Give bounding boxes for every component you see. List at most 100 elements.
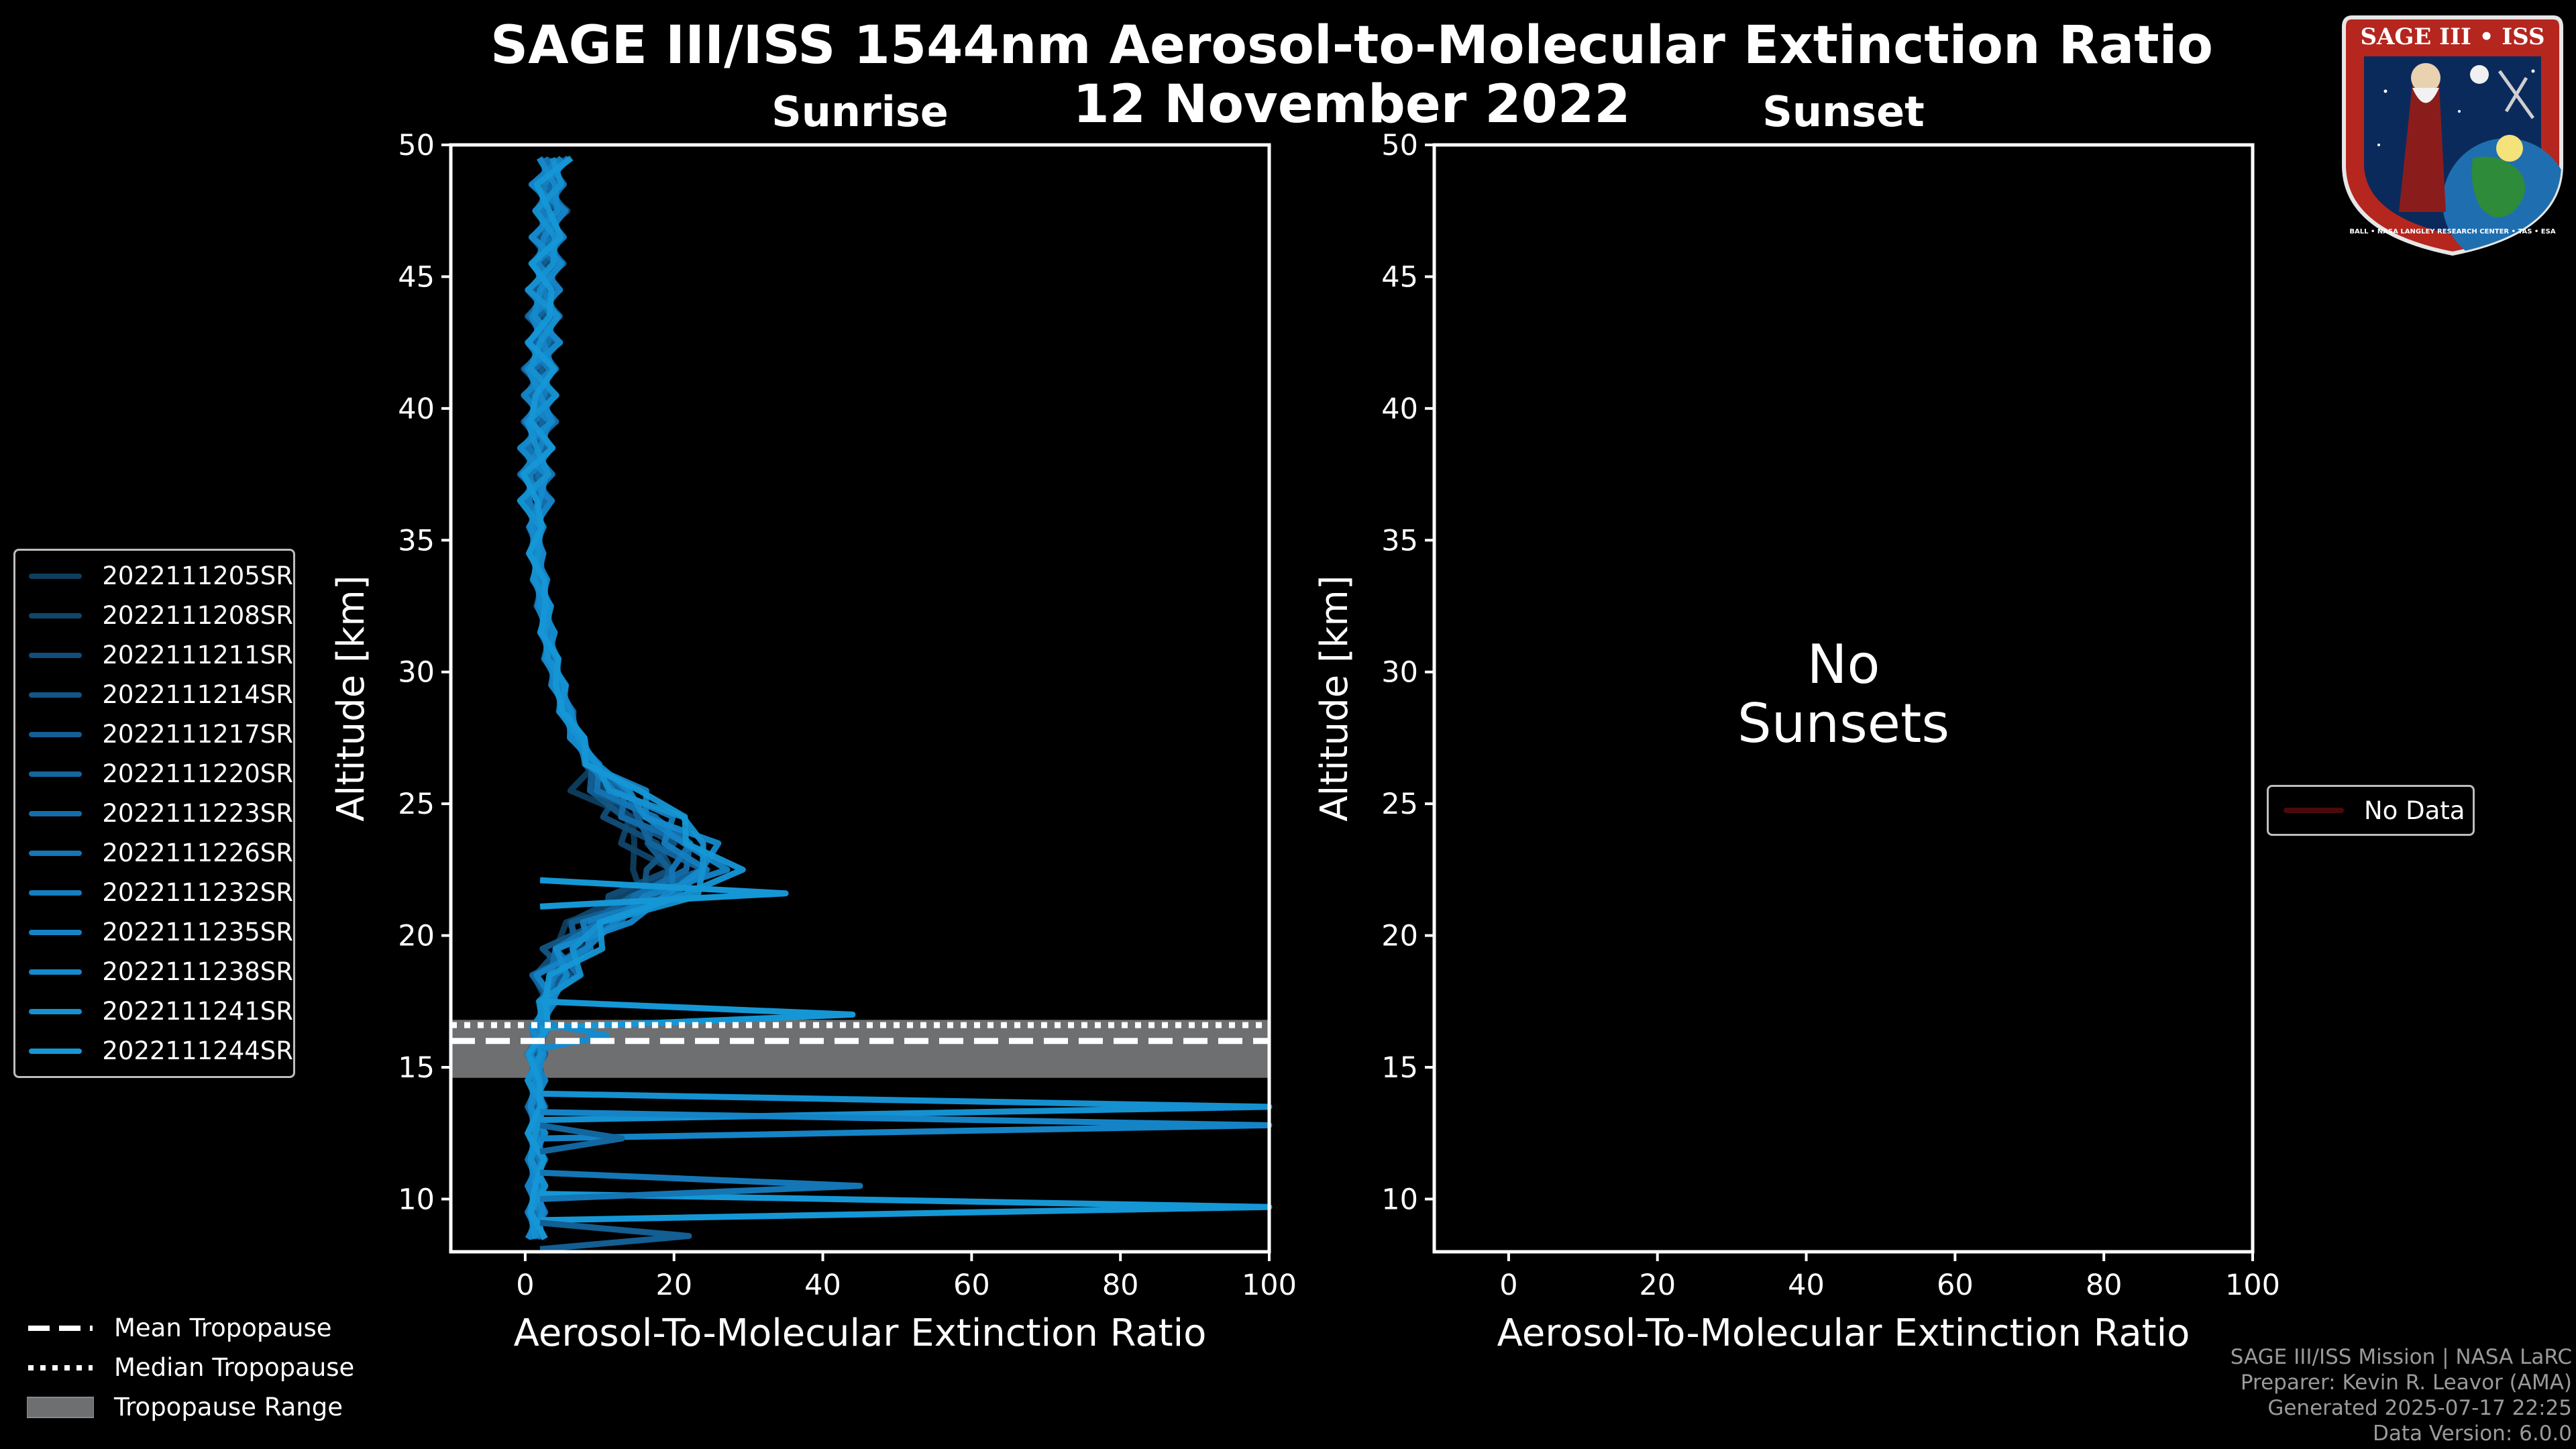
- legend-label: 2022111238SR: [102, 957, 293, 986]
- median-tropopause-swatch: [28, 1364, 93, 1371]
- y-tick-label: 35: [398, 524, 435, 557]
- logo-title-text: SAGE III • ISS: [2360, 23, 2544, 50]
- chart-date: 12 November 2022: [1073, 74, 1631, 135]
- sunset-legend: No Data: [2267, 785, 2475, 836]
- footer-mission: SAGE III/ISS Mission | NASA LaRC: [2230, 1345, 2572, 1369]
- profile-spike: [539, 1220, 692, 1252]
- legend-label: 2022111205SR: [102, 561, 293, 590]
- legend-item: 2022111217SR: [15, 714, 293, 754]
- y-tick-label: 25: [1381, 788, 1418, 821]
- sage-iss-logo: SAGE III • ISS BALL • NASA LANGLEY RESEA…: [2339, 11, 2567, 259]
- x-axis-label: Aerosol-To-Molecular Extinction Ratio: [514, 1311, 1207, 1355]
- legend-label: 2022111226SR: [102, 839, 293, 867]
- plot-area: [1434, 145, 2253, 1252]
- y-tick-label: 15: [398, 1051, 435, 1085]
- mean-tropopause-swatch: [28, 1325, 93, 1331]
- legend-item: 2022111244SR: [15, 1031, 293, 1071]
- legend-item: 2022111235SR: [15, 912, 293, 952]
- profile-spike: [539, 1122, 625, 1155]
- mean-tropopause-label: Mean Tropopause: [114, 1313, 332, 1342]
- x-tick-label: 40: [1788, 1269, 1825, 1302]
- y-tick-label: 45: [1381, 260, 1418, 294]
- y-tick-label: 35: [1381, 524, 1418, 557]
- no-data-swatch: [2284, 808, 2344, 813]
- y-tick-label: 40: [1381, 392, 1418, 426]
- tropopause-legend: Mean Tropopause Median Tropopause Tropop…: [27, 1308, 354, 1427]
- x-tick-label: 20: [655, 1269, 692, 1302]
- no-sunsets-annotation: Sunsets: [1737, 692, 1949, 755]
- legend-label: 2022111223SR: [102, 799, 293, 828]
- y-tick-label: 50: [398, 129, 435, 162]
- profile-line: [517, 157, 706, 1240]
- y-tick-label: 30: [398, 656, 435, 690]
- y-axis-label: Altitude [km]: [1313, 575, 1356, 821]
- legend-swatch: [29, 771, 83, 777]
- x-tick-label: 60: [953, 1269, 990, 1302]
- y-tick-label: 10: [398, 1183, 435, 1216]
- legend-item: 2022111238SR: [15, 952, 293, 991]
- y-tick-label: 20: [398, 920, 435, 953]
- legend-mean-tropopause: Mean Tropopause: [27, 1308, 354, 1348]
- x-tick-label: 40: [804, 1269, 841, 1302]
- x-tick-label: 0: [1499, 1269, 1517, 1302]
- legend-item: 2022111211SR: [15, 635, 293, 675]
- y-tick-label: 20: [1381, 920, 1418, 953]
- y-tick-label: 15: [1381, 1051, 1418, 1085]
- legend-item: 2022111223SR: [15, 794, 293, 833]
- logo-ring-text: BALL • NASA LANGLEY RESEARCH CENTER • TA…: [2349, 228, 2555, 235]
- legend-label: 2022111232SR: [102, 878, 293, 907]
- y-axis-label: Altitude [km]: [329, 575, 373, 821]
- legend-swatch: [29, 810, 83, 816]
- footer-credits: SAGE III/ISS Mission | NASA LaRC Prepare…: [1968, 1344, 2572, 1446]
- x-tick-label: 0: [516, 1269, 534, 1302]
- y-tick-label: 10: [1381, 1183, 1418, 1216]
- legend-swatch: [29, 929, 83, 935]
- median-tropopause-label: Median Tropopause: [114, 1353, 355, 1382]
- footer-version: Data Version: 6.0.0: [2372, 1421, 2572, 1446]
- legend-swatch: [29, 652, 83, 658]
- legend-swatch: [29, 692, 83, 698]
- plot-frame: [1432, 143, 2255, 1254]
- profile-spike: [539, 877, 789, 910]
- legend-item: 2022111220SR: [15, 754, 293, 794]
- legend-label: 2022111241SR: [102, 997, 293, 1026]
- x-tick-label: 20: [1639, 1269, 1676, 1302]
- legend-swatch: [29, 731, 83, 737]
- legend-swatch: [29, 1008, 83, 1014]
- x-axis-label: Aerosol-To-Molecular Extinction Ratio: [1497, 1311, 2190, 1355]
- y-tick-label: 45: [398, 260, 435, 294]
- legend-item: 2022111205SR: [15, 556, 293, 596]
- sunrise-legend: 2022111205SR 2022111208SR 2022111211SR 2022…: [13, 549, 295, 1078]
- y-tick-label: 30: [1381, 656, 1418, 690]
- no-sunsets-annotation: No: [1807, 633, 1880, 696]
- legend-item: 2022111208SR: [15, 596, 293, 635]
- legend-label: 2022111211SR: [102, 641, 293, 669]
- plot-frame: [449, 143, 1271, 1254]
- legend-item: 2022111214SR: [15, 675, 293, 714]
- legend-label: 2022111244SR: [102, 1036, 293, 1065]
- legend-swatch: [29, 573, 83, 579]
- x-tick-label: 80: [1102, 1269, 1139, 1302]
- sunset-panel: 0 20 40 60 80 100 10 15 20 25 30 35 40 45 50 Aerosol-To…: [1313, 129, 2280, 1355]
- legend-label: 2022111208SR: [102, 601, 293, 630]
- legend-label: 2022111214SR: [102, 680, 293, 709]
- footer-preparer: Preparer: Kevin R. Leavor (AMA): [2240, 1371, 2572, 1395]
- legend-item: 2022111232SR: [15, 873, 293, 912]
- legend-tropopause-range: Tropopause Range: [27, 1387, 354, 1427]
- legend-item: 2022111226SR: [15, 833, 293, 873]
- y-tick-label: 50: [1381, 129, 1418, 162]
- sunset-title: Sunset: [1762, 87, 1925, 136]
- legend-swatch: [29, 969, 83, 975]
- legend-label: 2022111235SR: [102, 918, 293, 947]
- legend-label: 2022111217SR: [102, 720, 293, 749]
- legend-label: 2022111220SR: [102, 759, 293, 788]
- no-data-label: No Data: [2364, 796, 2465, 825]
- x-tick-label: 100: [1242, 1269, 1297, 1302]
- legend-swatch: [29, 1048, 83, 1054]
- sage-iss-logo-icon: SAGE III • ISS BALL • NASA LANGLEY RESEA…: [2342, 15, 2563, 256]
- plot-area: [451, 145, 1269, 1252]
- legend-swatch: [29, 612, 83, 619]
- profile-spike: [539, 1169, 863, 1202]
- legend-swatch: [29, 850, 83, 856]
